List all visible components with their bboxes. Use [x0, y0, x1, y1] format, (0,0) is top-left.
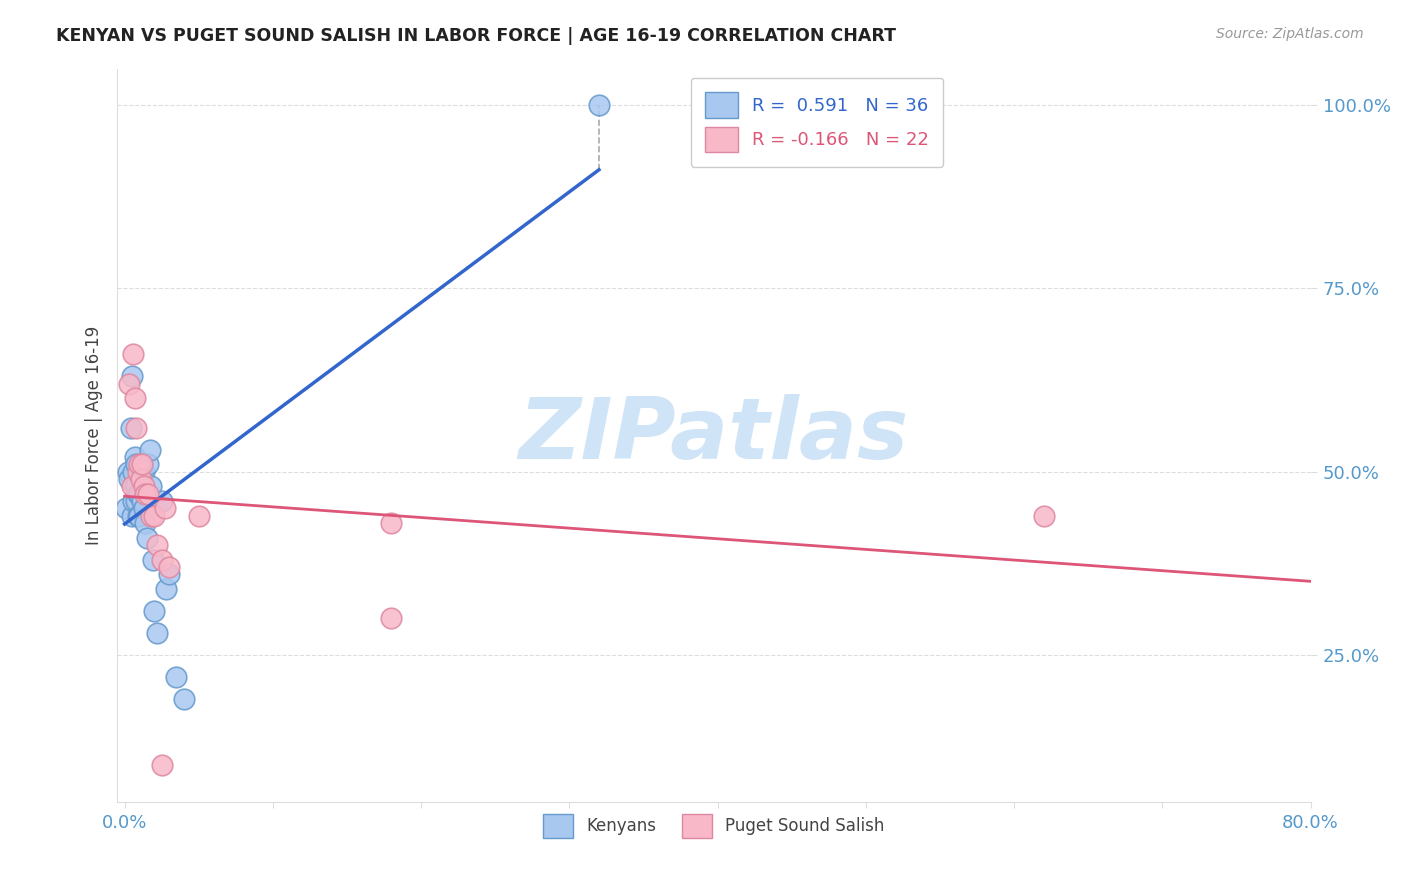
Point	[115, 501, 138, 516]
Point	[380, 611, 402, 625]
Text: KENYAN VS PUGET SOUND SALISH IN LABOR FORCE | AGE 16-19 CORRELATION CHART: KENYAN VS PUGET SOUND SALISH IN LABOR FO…	[56, 27, 896, 45]
Point	[141, 508, 163, 523]
Point	[588, 98, 610, 112]
Point	[150, 494, 173, 508]
Point	[125, 458, 148, 472]
Point	[118, 376, 141, 391]
Point	[187, 508, 209, 523]
Point	[128, 508, 150, 523]
Point	[132, 479, 155, 493]
Point	[1032, 508, 1054, 523]
Point	[122, 347, 145, 361]
Point	[143, 508, 166, 523]
Point	[142, 552, 165, 566]
Point	[125, 421, 148, 435]
Point	[129, 458, 152, 472]
Point	[141, 479, 163, 493]
Point	[150, 552, 173, 566]
Point	[135, 531, 157, 545]
Point	[121, 508, 143, 523]
Point	[380, 516, 402, 530]
Point	[122, 465, 145, 479]
Point	[131, 458, 153, 472]
Point	[146, 538, 169, 552]
Point	[117, 465, 139, 479]
Point	[146, 626, 169, 640]
Point	[173, 692, 195, 706]
Point	[131, 494, 153, 508]
Point	[127, 465, 149, 479]
Point	[127, 508, 149, 523]
Point	[153, 501, 176, 516]
Point	[155, 582, 177, 596]
Point	[120, 421, 142, 435]
Text: Source: ZipAtlas.com: Source: ZipAtlas.com	[1216, 27, 1364, 41]
Point	[157, 560, 180, 574]
Point	[134, 486, 156, 500]
Point	[129, 472, 152, 486]
Point	[134, 516, 156, 530]
Point	[136, 458, 159, 472]
Point	[122, 494, 145, 508]
Point	[131, 465, 153, 479]
Y-axis label: In Labor Force | Age 16-19: In Labor Force | Age 16-19	[86, 326, 103, 545]
Point	[125, 479, 148, 493]
Point	[125, 494, 148, 508]
Point	[121, 369, 143, 384]
Point	[128, 486, 150, 500]
Point	[139, 442, 162, 457]
Point	[124, 479, 146, 493]
Point	[124, 392, 146, 406]
Point	[136, 486, 159, 500]
Point	[132, 501, 155, 516]
Point	[132, 465, 155, 479]
Point	[143, 604, 166, 618]
Point	[150, 758, 173, 772]
Legend: Kenyans, Puget Sound Salish: Kenyans, Puget Sound Salish	[537, 807, 891, 845]
Point	[127, 486, 149, 500]
Point	[124, 450, 146, 464]
Point	[128, 458, 150, 472]
Point	[157, 567, 180, 582]
Point	[166, 670, 188, 684]
Text: ZIPatlas: ZIPatlas	[519, 393, 908, 476]
Point	[118, 472, 141, 486]
Point	[121, 479, 143, 493]
